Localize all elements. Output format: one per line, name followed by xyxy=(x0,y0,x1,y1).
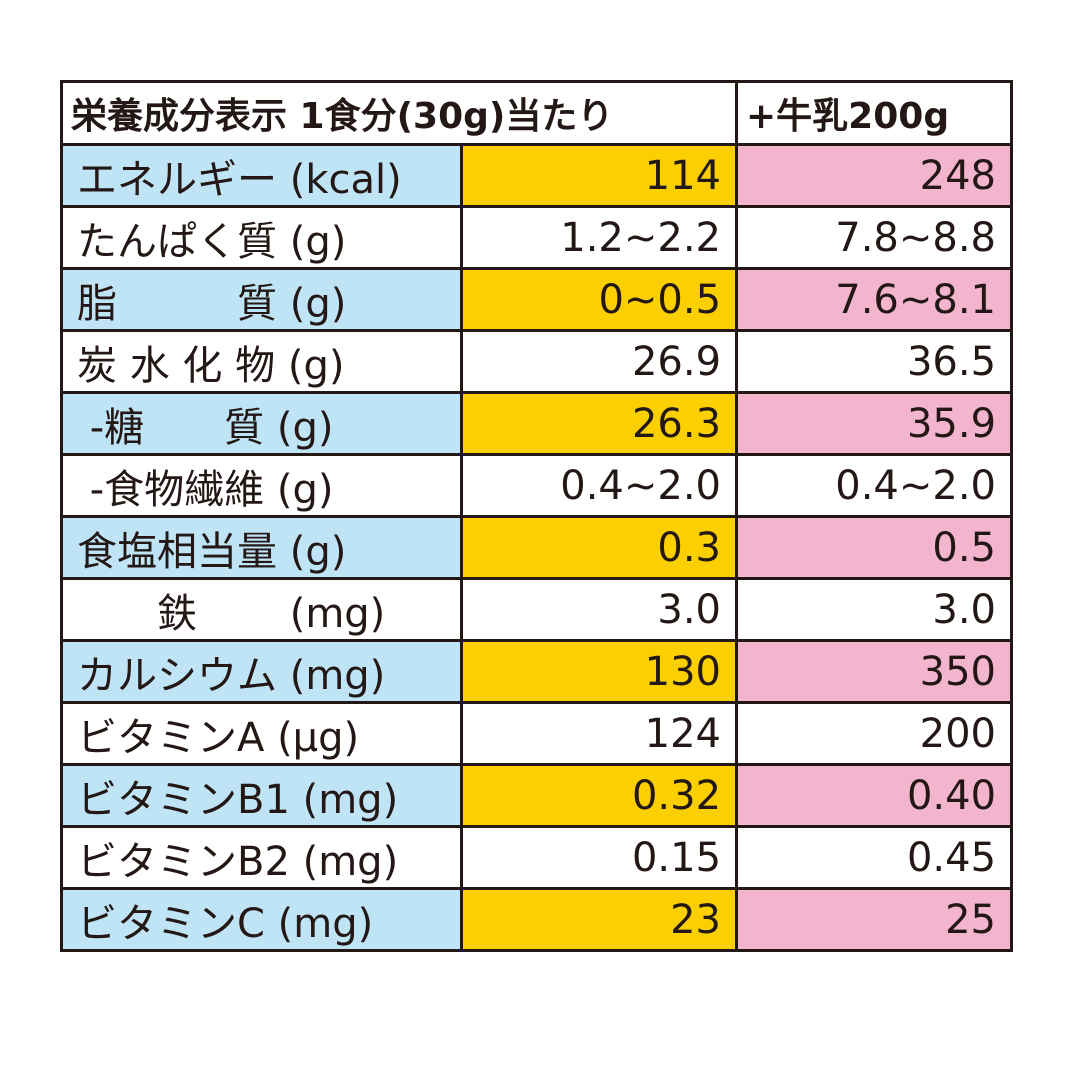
header-row: 栄養成分表示 1食分(30g)当たり +牛乳200g xyxy=(59,80,1014,146)
nutrient-value: 130 xyxy=(459,639,739,704)
table-body: エネルギー (kcal) 114 248 たんぱく質 (g) 1.2~2.2 7.8~8.… xyxy=(60,143,1014,952)
header-cell: 栄養成分表示 1食分(30g)当たり xyxy=(59,80,739,146)
nutrient-label: 脂 質 (g) xyxy=(60,267,463,332)
nutrient-value: 7.6~8.1 xyxy=(735,267,1014,332)
nutrient-value: 0.5 xyxy=(735,515,1014,580)
nutrient-label: -糖 質 (g) xyxy=(60,391,463,456)
table-row: たんぱく質 (g) 1.2~2.2 7.8~8.8 xyxy=(60,205,1014,270)
table-row: ビタミンC (mg) 23 25 xyxy=(60,887,1014,952)
nutrient-value: 0~0.5 xyxy=(459,267,739,332)
nutrient-label: ビタミンB1 (mg) xyxy=(60,763,463,828)
table-row: 脂 質 (g) 0~0.5 7.6~8.1 xyxy=(60,267,1014,332)
nutrient-value: 36.5 xyxy=(735,329,1014,394)
nutrition-table: 栄養成分表示 1食分(30g)当たり +牛乳200g エネルギー (kcal) 1… xyxy=(59,80,1014,952)
nutrient-label: 鉄 (mg) xyxy=(60,577,463,642)
nutrient-label: ビタミンB2 (mg) xyxy=(60,825,463,890)
table-row: -食物繊維 (g) 0.4~2.0 0.4~2.0 xyxy=(60,453,1014,518)
nutrient-value: 35.9 xyxy=(735,391,1014,456)
nutrient-value: 25 xyxy=(735,887,1014,952)
table-row: 炭 水 化 物 (g) 26.9 36.5 xyxy=(60,329,1014,394)
nutrient-value: 0.15 xyxy=(459,825,739,890)
table-row: 鉄 (mg) 3.0 3.0 xyxy=(60,577,1014,642)
table-row: ビタミンB1 (mg) 0.32 0.40 xyxy=(60,763,1014,828)
nutrient-value: 350 xyxy=(735,639,1014,704)
nutrient-value: 248 xyxy=(735,143,1014,208)
table-row: カルシウム (mg) 130 350 xyxy=(60,639,1014,704)
nutrient-value: 0.45 xyxy=(735,825,1014,890)
table-row: ビタミンB2 (mg) 0.15 0.45 xyxy=(60,825,1014,890)
header-cell: +牛乳200g xyxy=(735,80,1014,146)
nutrient-value: 26.3 xyxy=(459,391,739,456)
nutrient-value: 26.9 xyxy=(459,329,739,394)
nutrient-value: 124 xyxy=(459,701,739,766)
nutrient-value: 0.4~2.0 xyxy=(459,453,739,518)
nutrient-label: 炭 水 化 物 (g) xyxy=(60,329,463,394)
nutrient-label: たんぱく質 (g) xyxy=(60,205,463,270)
nutrient-label: カルシウム (mg) xyxy=(60,639,463,704)
nutrient-value: 0.3 xyxy=(459,515,739,580)
nutrient-label: ビタミンC (mg) xyxy=(60,887,463,952)
nutrient-label: エネルギー (kcal) xyxy=(60,143,463,208)
nutrient-label: 食塩相当量 (g) xyxy=(60,515,463,580)
nutrient-value: 3.0 xyxy=(735,577,1014,642)
table-row: エネルギー (kcal) 114 248 xyxy=(60,143,1014,208)
nutrient-label: ビタミンA (μg) xyxy=(60,701,463,766)
table-row: ビタミンA (μg) 124 200 xyxy=(60,701,1014,766)
nutrient-value: 0.40 xyxy=(735,763,1014,828)
nutrient-value: 200 xyxy=(735,701,1014,766)
nutrient-value: 23 xyxy=(459,887,739,952)
nutrient-value: 114 xyxy=(459,143,739,208)
nutrient-value: 0.4~2.0 xyxy=(735,453,1014,518)
nutrient-value: 3.0 xyxy=(459,577,739,642)
table-row: 食塩相当量 (g) 0.3 0.5 xyxy=(60,515,1014,580)
nutrient-value: 1.2~2.2 xyxy=(459,205,739,270)
table-row: -糖 質 (g) 26.3 35.9 xyxy=(60,391,1014,456)
table-header: 栄養成分表示 1食分(30g)当たり +牛乳200g xyxy=(59,80,1014,146)
nutrient-value: 0.32 xyxy=(459,763,739,828)
nutrient-value: 7.8~8.8 xyxy=(735,205,1014,270)
nutrient-label: -食物繊維 (g) xyxy=(60,453,463,518)
